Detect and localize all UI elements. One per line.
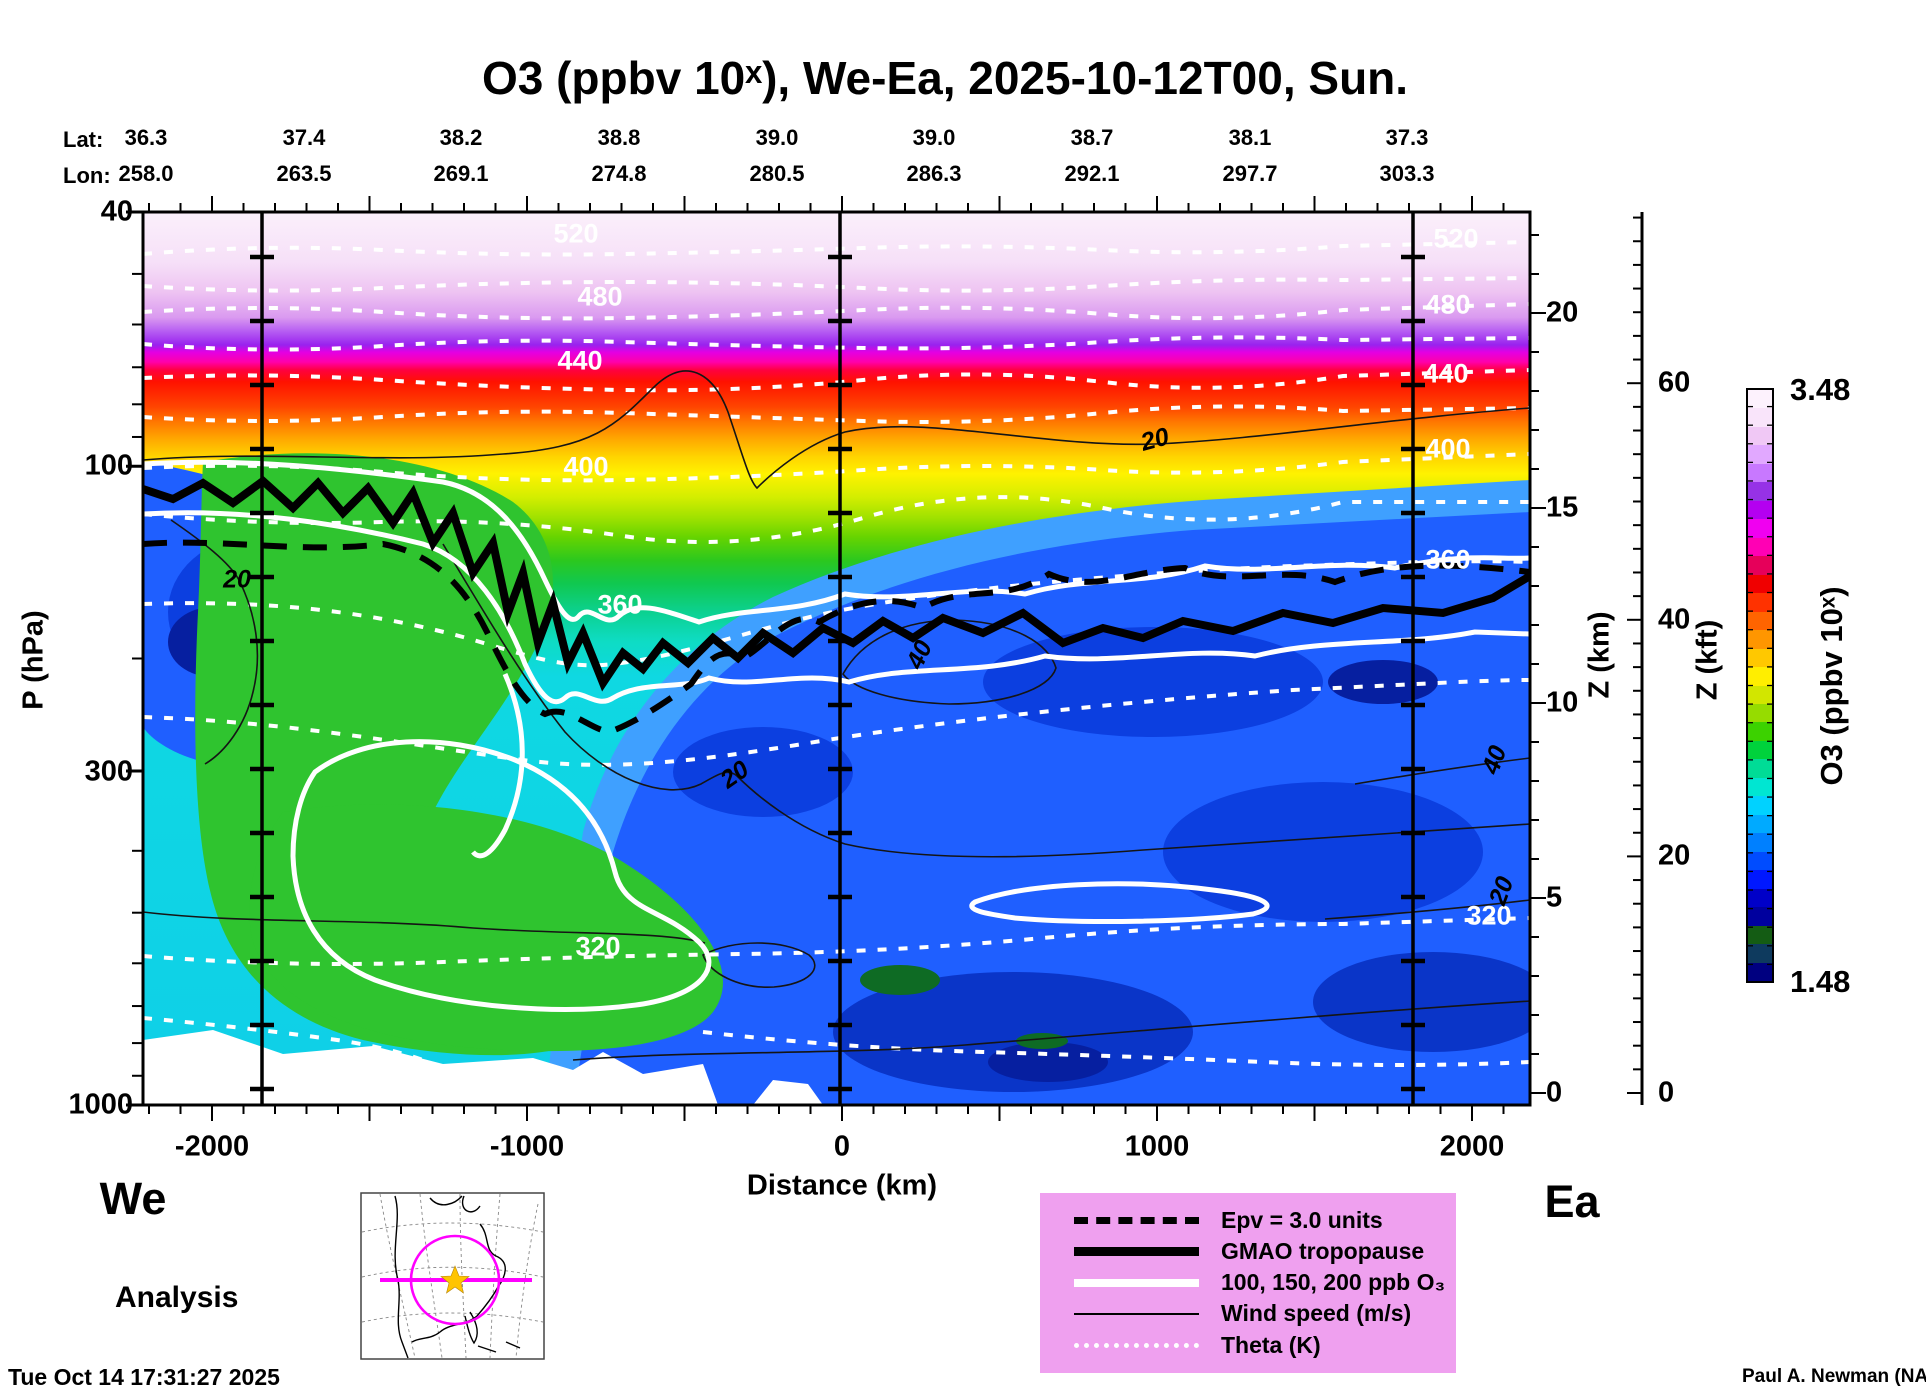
theta-label-360: 360	[597, 589, 643, 620]
o3-fill-regions	[143, 453, 1530, 1105]
lon-value: 286.3	[906, 161, 962, 186]
theta-label-480: 480	[577, 281, 623, 312]
theta-label-520: 520	[553, 218, 599, 249]
p-tick-40: 40	[100, 195, 133, 228]
lon-value: 274.8	[591, 161, 647, 186]
lat-value: 38.2	[439, 125, 483, 150]
lon-value: 292.1	[1064, 161, 1120, 186]
theta-label-480: 480	[1425, 289, 1471, 320]
wind-label-20: 20	[223, 565, 251, 594]
p-tick-300: 300	[84, 755, 133, 788]
zkft-tick-40: 40	[1658, 603, 1691, 636]
legend-label: 100, 150, 200 ppb O₃	[1221, 1269, 1446, 1295]
theta-label-440: 440	[557, 345, 603, 376]
dotted-line-swatch	[1074, 1342, 1199, 1348]
analysis-label: Analysis	[115, 1281, 239, 1314]
theta-label-520: 520	[1433, 223, 1479, 254]
p-tick-100: 100	[84, 449, 133, 482]
lon-value: 280.5	[749, 161, 805, 186]
lat-value: 39.0	[912, 125, 956, 150]
zkm-tick-15: 15	[1546, 491, 1579, 524]
thin-line-swatch	[1074, 1312, 1199, 1315]
theta-label-440: 440	[1423, 358, 1469, 389]
lat-value: 36.3	[124, 125, 168, 150]
zkft-tick-20: 20	[1658, 839, 1691, 872]
lon-value: 303.3	[1379, 161, 1435, 186]
zkm-tick-0: 0	[1546, 1076, 1563, 1109]
map-inset	[360, 1192, 545, 1360]
lon-value: 269.1	[433, 161, 489, 186]
page-title: O3 (ppbv 10ˣ), We-Ea, 2025-10-12T00, Sun…	[481, 52, 1409, 104]
zkm-tick-5: 5	[1546, 881, 1563, 914]
x-axis-title: Distance (km)	[746, 1169, 938, 1202]
lat-value: 37.4	[282, 125, 326, 150]
legend-label: Epv = 3.0 units	[1221, 1206, 1383, 1233]
timestamp: Tue Oct 14 17:31:27 2025	[8, 1364, 280, 1390]
cross-section-plot: 520 520 480 480 440 440 400 400 360 360 …	[143, 212, 1530, 1105]
legend-item-theta: Theta (K)	[1074, 1331, 1456, 1359]
legend-label: Wind speed (m/s)	[1221, 1300, 1412, 1327]
credit: Paul A. Newman (NASA	[1742, 1366, 1926, 1387]
lat-label: Lat:	[63, 127, 104, 152]
x-tick: -2000	[174, 1130, 250, 1163]
x-tick: 0	[833, 1130, 851, 1163]
legend-item-tropopause: GMAO tropopause	[1074, 1237, 1456, 1265]
lon-value: 263.5	[276, 161, 332, 186]
map-location-star	[440, 1265, 470, 1294]
theta-label-400: 400	[563, 451, 609, 482]
legend-item-wind: Wind speed (m/s)	[1074, 1300, 1456, 1328]
p-axis-title: P (hPa)	[17, 610, 50, 710]
p-tick-1000: 1000	[68, 1088, 133, 1121]
zkm-tick-10: 10	[1546, 686, 1579, 719]
legend-label: GMAO tropopause	[1221, 1237, 1425, 1264]
x-tick: 1000	[1124, 1130, 1190, 1163]
lon-label: Lon:	[63, 163, 111, 188]
colorbar-max: 3.48	[1790, 372, 1851, 407]
lon-value: 297.7	[1222, 161, 1278, 186]
legend: Epv = 3.0 units GMAO tropopause 100, 150…	[1040, 1193, 1456, 1373]
lat-value: 39.0	[755, 125, 799, 150]
zkft-tick-0: 0	[1658, 1076, 1675, 1109]
lat-value: 38.1	[1228, 125, 1272, 150]
lat-value: 37.3	[1385, 125, 1429, 150]
colorbar	[1746, 388, 1774, 983]
theta-label-400: 400	[1425, 433, 1471, 464]
west-label: We	[99, 1173, 167, 1224]
x-tick: -1000	[489, 1130, 565, 1163]
zkm-tick-20: 20	[1546, 296, 1579, 329]
lat-value: 38.7	[1070, 125, 1114, 150]
colorbar-min: 1.48	[1790, 964, 1851, 999]
legend-label: Theta (K)	[1221, 1331, 1321, 1358]
legend-item-o3-contours: 100, 150, 200 ppb O₃	[1074, 1269, 1456, 1297]
white-line-swatch	[1074, 1278, 1199, 1287]
lon-value: 258.0	[118, 161, 174, 186]
thick-line-swatch	[1074, 1246, 1199, 1256]
x-tick: 2000	[1439, 1130, 1505, 1163]
zkm-axis-title: Z (km)	[1583, 611, 1616, 699]
zkft-axis-title: Z (kft)	[1691, 619, 1724, 701]
dashed-line-swatch	[1074, 1216, 1199, 1224]
east-label: Ea	[1544, 1176, 1600, 1227]
colorbar-title: O3 (ppbv 10ˣ)	[1814, 586, 1849, 786]
theta-label-360: 360	[1425, 544, 1471, 575]
zkft-tick-60: 60	[1658, 366, 1691, 399]
map-range-circle	[409, 1234, 501, 1326]
lat-value: 38.8	[597, 125, 641, 150]
theta-label-320: 320	[575, 931, 621, 962]
contour-canvas	[143, 240, 1530, 1105]
legend-item-epv: Epv = 3.0 units	[1074, 1206, 1456, 1234]
